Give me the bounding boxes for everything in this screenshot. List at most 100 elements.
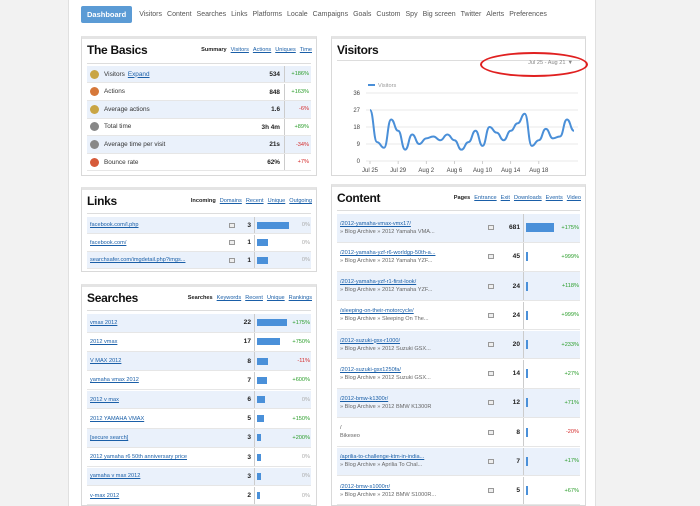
expand-row-icon[interactable] <box>488 400 494 406</box>
nav-tab-searches[interactable]: Searches <box>196 10 227 18</box>
content-bar <box>526 252 528 262</box>
nav-tab-links[interactable]: Links <box>231 10 248 18</box>
nav-tab-big-screen[interactable]: Big screen <box>422 10 456 18</box>
search-term[interactable]: V MAX 2012 <box>90 358 122 365</box>
links-tab-recent[interactable]: Recent <box>245 198 264 204</box>
content-row: /2012-yamaha-yzf-r1-first-look/» Blog Ar… <box>337 272 580 301</box>
content-page-title: » Blog Archive » 2012 Yamaha YZF... <box>340 287 433 294</box>
nav-tab-custom[interactable]: Custom <box>376 10 401 18</box>
nav-tab-platforms[interactable]: Platforms <box>252 10 283 18</box>
searches-tab-rankings[interactable]: Rankings <box>288 295 312 301</box>
searches-tab-recent[interactable]: Recent <box>245 295 263 301</box>
visitors-icon <box>90 69 99 79</box>
search-bar <box>257 415 264 423</box>
content-bar <box>526 486 528 496</box>
links-tab-domains[interactable]: Domains <box>219 198 242 204</box>
bounce-icon <box>90 157 99 167</box>
nav-tab-content[interactable]: Content <box>167 10 192 18</box>
content-change: +175% <box>561 224 579 231</box>
links-tab-incoming[interactable]: Incoming <box>190 198 216 204</box>
content-page-path[interactable]: /2012-bmw-k1300r/ <box>340 395 389 402</box>
links-tab-unique[interactable]: Unique <box>267 198 286 204</box>
search-term[interactable]: 2012 vmax <box>90 338 118 345</box>
search-term[interactable]: 2012 YAMAHA VMAX <box>90 415 145 422</box>
red-highlight-circle <box>480 52 588 77</box>
content-tab-video[interactable]: Video <box>566 195 581 201</box>
content-page-path[interactable]: / <box>340 425 342 432</box>
expand-row-icon[interactable] <box>488 254 494 260</box>
content-count: 7 <box>500 447 524 476</box>
content-tab-entrance[interactable]: Entrance <box>474 195 497 201</box>
content-page-path[interactable]: /sleeping-on-their-motorcycle/ <box>340 308 414 315</box>
expand-row-icon[interactable] <box>488 342 494 348</box>
basics-row-average-time-per-visit: Average time per visit 21s -34% <box>87 136 311 154</box>
search-term[interactable]: yamaha vmax 2012 <box>90 377 139 384</box>
searches-tab-unique[interactable]: Unique <box>266 295 285 301</box>
content-change: +71% <box>564 399 579 406</box>
basics-tab-visitors[interactable]: Visitors <box>230 47 249 53</box>
content-page-path[interactable]: /aprilia-to-challenge-ktm-in-india... <box>340 454 425 461</box>
nav-tab-twitter[interactable]: Twitter <box>460 10 482 18</box>
search-bar <box>257 357 268 365</box>
nav-tab-campaigns[interactable]: Campaigns <box>312 10 349 18</box>
content-row: / Bikeseo 8 -20% <box>337 418 580 447</box>
basics-tab-actions[interactable]: Actions <box>252 47 272 53</box>
expand-row-icon[interactable] <box>488 283 494 289</box>
content-tab-downloads[interactable]: Downloads <box>513 195 542 201</box>
links-tab-outgoing[interactable]: Outgoing <box>289 198 312 204</box>
basics-row-total-time: Total time 3h 4m +89% <box>87 118 311 137</box>
link-referrer[interactable]: searchsafer.com/imgdetail.php?imgs... <box>90 257 186 263</box>
expand-link[interactable]: Expand <box>127 70 150 78</box>
basics-tab-summary[interactable]: Summary <box>201 47 227 53</box>
clock-icon <box>90 140 99 150</box>
content-row: /2012-suzuki-gsx1250fa/» Blog Archive » … <box>337 360 580 389</box>
basics-tab-uniques[interactable]: Uniques <box>275 47 296 53</box>
link-row: searchsafer.com/imgdetail.php?imgs... 1 0% <box>87 252 311 269</box>
search-term[interactable]: 2012 v max <box>90 396 119 403</box>
search-term[interactable]: [secure search] <box>90 434 129 441</box>
content-bar-track <box>524 369 558 379</box>
search-bar <box>257 492 260 500</box>
nav-tab-spy[interactable]: Spy <box>405 10 418 18</box>
content-page-path[interactable]: /2012-suzuki-gsx1250fa/ <box>340 366 401 373</box>
searches-tab-keywords[interactable]: Keywords <box>216 295 242 301</box>
content-bar-track <box>524 281 558 291</box>
basics-tab-time[interactable]: Time <box>299 47 312 53</box>
link-referrer[interactable]: facebook.com/l.php <box>90 222 139 228</box>
content-tab-pages[interactable]: Pages <box>453 195 471 201</box>
nav-tab-alerts[interactable]: Alerts <box>486 10 505 18</box>
content-page-path[interactable]: /2012-yamaha-yzf-r1-first-look/ <box>340 279 417 286</box>
search-bar-track <box>255 453 291 461</box>
expand-row-icon[interactable] <box>488 458 494 464</box>
content-tab-events[interactable]: Events <box>545 195 563 201</box>
content-page-path[interactable]: /2012-bmw-s1000rr/ <box>340 483 391 490</box>
search-term[interactable]: 2012 yamaha r6 50th anniversary price <box>90 454 188 461</box>
x-tick-label: Jul 25 <box>362 168 379 174</box>
expand-row-icon[interactable] <box>488 488 494 494</box>
visitors-series-line <box>369 109 575 151</box>
expand-row-icon[interactable] <box>488 429 494 435</box>
search-term[interactable]: v-max 2012 <box>90 492 120 499</box>
nav-tab-preferences[interactable]: Preferences <box>509 10 547 18</box>
nav-tab-dashboard[interactable]: Dashboard <box>81 5 133 23</box>
expand-row-icon[interactable] <box>488 371 494 377</box>
content-page: /aprilia-to-challenge-ktm-in-india...» B… <box>337 454 488 468</box>
content-bar <box>526 427 528 437</box>
expand-row-icon[interactable] <box>229 257 235 263</box>
expand-row-icon[interactable] <box>229 222 235 228</box>
content-page-path[interactable]: /2012-yamaha-yzf-r6-worldgp-50th-a... <box>340 249 436 256</box>
expand-row-icon[interactable] <box>488 225 494 231</box>
expand-row-icon[interactable] <box>229 240 235 245</box>
nav-tab-visitors[interactable]: Visitors <box>139 10 163 18</box>
content-page-path[interactable]: /2012-yamaha-vmax-vmx17/ <box>340 220 411 227</box>
content-tab-exit[interactable]: Exit <box>500 195 510 201</box>
search-term[interactable]: vmax 2012 <box>90 319 118 326</box>
nav-tab-locale[interactable]: Locale <box>287 10 308 18</box>
search-term[interactable]: yamaha v max 2012 <box>90 473 141 480</box>
searches-title: Searches <box>87 291 138 305</box>
expand-row-icon[interactable] <box>488 312 494 318</box>
content-page-path[interactable]: /2012-suzuki-gsx-r1000/ <box>340 337 401 344</box>
nav-tab-goals[interactable]: Goals <box>353 10 372 18</box>
searches-tab-searches[interactable]: Searches <box>187 295 213 301</box>
link-referrer[interactable]: facebook.com/ <box>90 239 127 246</box>
